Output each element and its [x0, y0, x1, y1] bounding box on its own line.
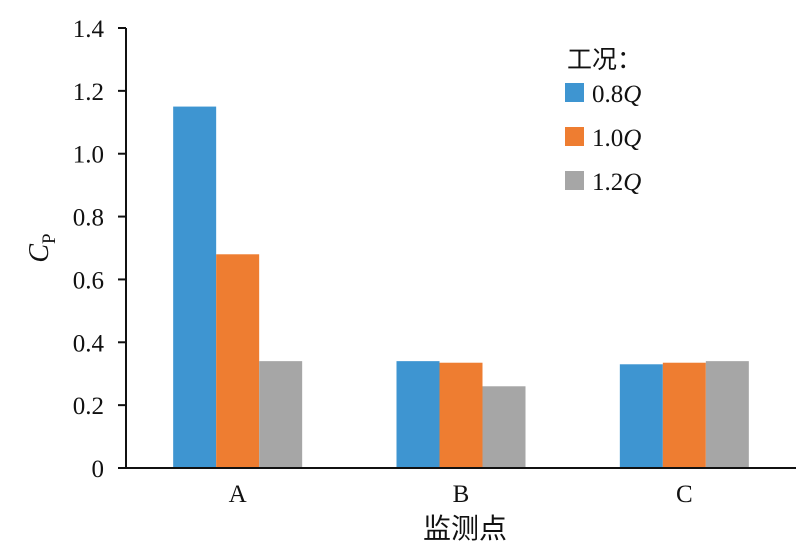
bars-group — [173, 106, 749, 469]
bar-B-series-3 — [482, 386, 526, 468]
legend-swatch — [565, 83, 584, 102]
y-ticks-group: 0 0.2 0.4 0.6 0.8 1.0 1.2 1.4 — [73, 16, 126, 483]
bar-B-series-2 — [439, 362, 483, 468]
y-tick-label: 0 — [92, 456, 105, 483]
legend-label: 1.0Q — [592, 125, 641, 152]
y-tick-label: 1.4 — [73, 16, 105, 43]
y-tick-label: 1.2 — [73, 79, 104, 106]
bar-C-series-3 — [705, 361, 749, 468]
bar-A-series-1 — [173, 106, 217, 469]
legend-swatch — [565, 127, 584, 146]
y-tick-label: 0.4 — [73, 330, 105, 357]
legend-label: 0.8Q — [592, 81, 641, 108]
bar-B-series-1 — [396, 361, 440, 468]
y-tick-label: 1.0 — [73, 142, 104, 169]
y-tick-label: 0.2 — [73, 393, 104, 420]
legend-swatch — [565, 171, 584, 190]
bar-C-series-1 — [619, 364, 663, 468]
x-ticks-group: A B C — [229, 481, 693, 508]
x-axis-title: 监测点 — [423, 513, 507, 545]
bar-A-series-2 — [216, 254, 260, 468]
y-axis-title: CP — [24, 233, 60, 262]
x-tick-label: B — [453, 481, 470, 508]
y-tick-label: 0.8 — [73, 205, 104, 232]
x-tick-label: A — [229, 481, 247, 508]
y-axis-title-subscript: P — [39, 233, 60, 244]
bar-A-series-3 — [259, 361, 303, 468]
legend-title: 工况： — [567, 47, 642, 74]
y-axis-title-main: C — [24, 244, 55, 263]
x-tick-label: C — [676, 481, 693, 508]
y-tick-label: 0.6 — [73, 267, 104, 294]
legend: 工况： 0.8Q 1.0Q 1.2Q — [565, 47, 642, 196]
bar-C-series-2 — [662, 362, 706, 468]
legend-label: 1.2Q — [592, 169, 641, 196]
legend-items: 0.8Q 1.0Q 1.2Q — [565, 81, 641, 196]
